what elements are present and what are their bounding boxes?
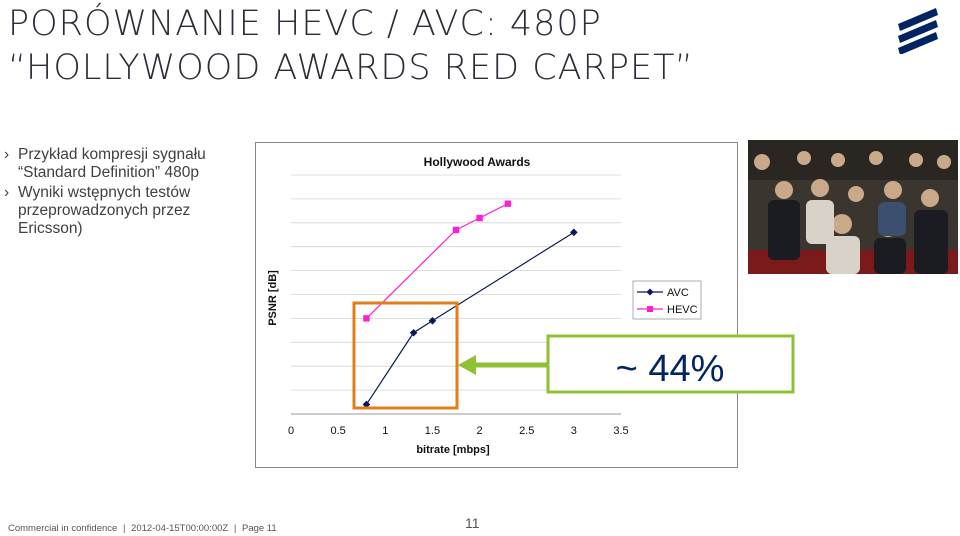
bullet-item: › Wyniki wstępnych testów przeprowadzony… bbox=[4, 184, 240, 238]
bullet-list: › Przykład kompresji sygnału “Standard D… bbox=[4, 146, 240, 240]
highlight-box bbox=[352, 301, 459, 410]
callout-percentage: ~ 44% bbox=[616, 348, 725, 390]
chart-title: Hollywood Awards bbox=[424, 155, 531, 169]
chart-x-ticks: 0 0.5 1 1.5 2 2.5 3 3.5 bbox=[288, 425, 629, 437]
bullet-text: Wyniki wstępnych testów przeprowadzonych… bbox=[18, 184, 191, 237]
x-tick-label: 2.5 bbox=[519, 425, 534, 437]
bullet-item: › Przykład kompresji sygnału “Standard D… bbox=[4, 146, 240, 182]
x-tick-label: 1 bbox=[382, 425, 388, 437]
avc-data-point bbox=[428, 316, 437, 325]
chart-series bbox=[362, 200, 578, 409]
avc-data-point bbox=[409, 328, 418, 337]
logo-bar-middle bbox=[898, 20, 938, 43]
callout-box bbox=[546, 334, 795, 394]
chart-frame bbox=[255, 142, 738, 468]
bullet-marker: › bbox=[4, 184, 10, 201]
avc-data-point bbox=[362, 400, 371, 409]
red-carpet-photo bbox=[748, 140, 958, 274]
slide-title: Porównanie HEVC / AVC: 480p “Hollywood A… bbox=[8, 2, 888, 90]
chart-legend: AVC HEVC bbox=[632, 280, 702, 320]
footer-confidentiality: Commercial in confidence bbox=[8, 523, 118, 534]
legend-hevc-label: HEVC bbox=[667, 304, 698, 316]
hevc-data-point bbox=[452, 226, 460, 234]
legend-frame bbox=[632, 280, 702, 320]
footer-separator: | bbox=[122, 523, 126, 534]
x-tick-label: 1.5 bbox=[425, 425, 440, 437]
red-carpet-photo-graphic bbox=[748, 140, 958, 274]
callout-arrow bbox=[458, 355, 548, 375]
footer-date: 2012-04-15T00:00:00Z bbox=[131, 523, 229, 534]
avc-data-point bbox=[570, 228, 578, 237]
slide-title-line-2: “Hollywood Awards Red Carpet” bbox=[8, 48, 694, 88]
hevc-data-point bbox=[476, 214, 483, 222]
avc-series-line bbox=[365, 231, 575, 405]
footer-page-label: Page 11 bbox=[241, 523, 277, 534]
chart-x-axis-label: bitrate [mbps] bbox=[416, 444, 490, 456]
legend-avc-marker bbox=[646, 288, 654, 296]
x-tick-label: 0 bbox=[288, 425, 294, 437]
hevc-data-point bbox=[363, 315, 370, 322]
slide-title-line-1: Porównanie HEVC / AVC: 480p bbox=[8, 4, 602, 44]
page-number: 11 bbox=[465, 515, 480, 531]
bullet-marker: › bbox=[4, 146, 10, 163]
legend-hevc-marker bbox=[647, 306, 653, 312]
logo-bar-top bbox=[898, 8, 938, 31]
logo-bar-bottom bbox=[898, 32, 938, 54]
chart-y-axis-label: PSNR [dB] bbox=[267, 270, 279, 326]
hevc-data-point bbox=[504, 200, 512, 207]
bullet-text: Przykład kompresji sygnału “Standard Def… bbox=[18, 146, 206, 181]
legend-avc-label: AVC bbox=[667, 287, 689, 299]
x-tick-label: 2 bbox=[477, 425, 483, 437]
chart-gridlines bbox=[291, 174, 621, 415]
x-tick-label: 3 bbox=[571, 425, 577, 437]
ericsson-logo-icon bbox=[898, 8, 938, 54]
x-tick-label: 3.5 bbox=[613, 425, 628, 437]
x-tick-label: 0.5 bbox=[330, 425, 345, 437]
slide-footer: Commercial in confidence | 2012-04-15T00… bbox=[8, 523, 280, 534]
footer-separator: | bbox=[233, 523, 237, 534]
hevc-series-line bbox=[366, 203, 509, 319]
